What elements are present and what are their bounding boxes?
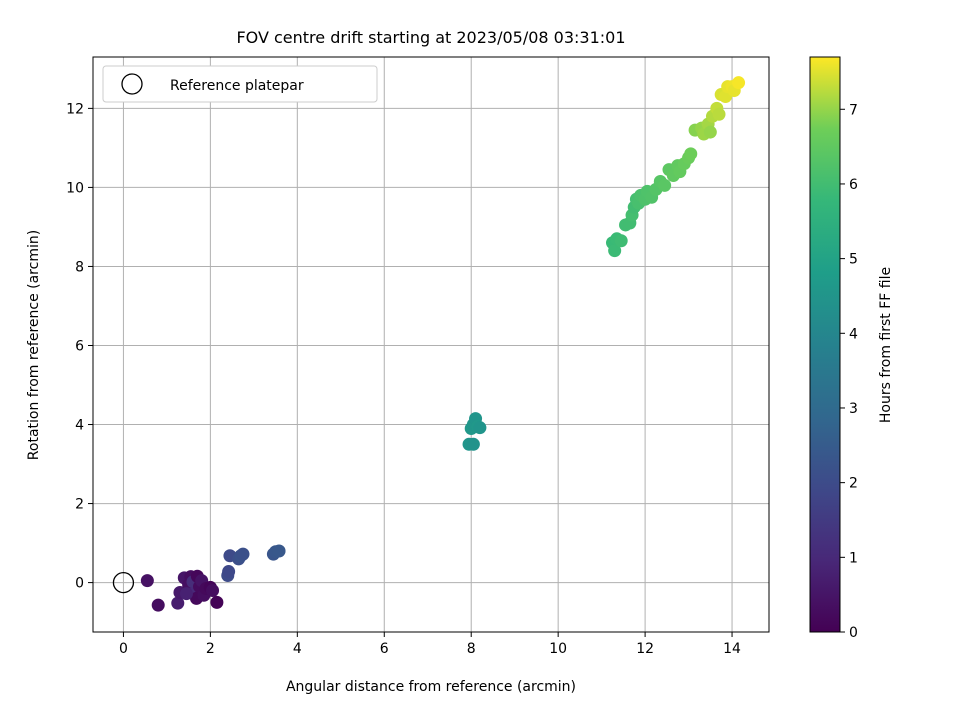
data-point	[466, 437, 480, 451]
x-tick-label: 12	[636, 641, 654, 657]
colorbar-tick-label: 5	[849, 252, 858, 268]
legend-marker-icon	[121, 73, 143, 95]
data-point	[140, 574, 154, 588]
data-point	[179, 587, 193, 601]
y-tick-label: 10	[66, 180, 84, 196]
data-point	[206, 584, 220, 598]
y-tick-label: 2	[75, 497, 84, 513]
data-point	[473, 421, 487, 435]
data-point	[222, 565, 236, 579]
data-point	[171, 596, 185, 610]
data-point	[151, 598, 165, 612]
y-tick-label: 4	[75, 418, 84, 434]
x-tick-label: 2	[206, 641, 215, 657]
y-tick-label: 8	[75, 259, 84, 275]
colorbar: 0 1 2 3 4 5 6 7 Hours from first FF file	[809, 56, 894, 641]
x-tick-label: 10	[549, 641, 567, 657]
x-tick-label: 0	[119, 641, 128, 657]
legend: Reference platepar	[102, 65, 378, 103]
data-point	[272, 544, 286, 558]
legend-label: Reference platepar	[170, 78, 304, 94]
data-point	[614, 234, 628, 248]
x-axis-ticks: 0 2 4 6 8 10 12 14	[119, 632, 741, 657]
data-point	[732, 76, 746, 90]
colorbar-tick-label: 0	[849, 625, 858, 641]
colorbar-gradient	[809, 56, 841, 633]
colorbar-tick-label: 3	[849, 401, 858, 417]
data-point	[712, 107, 726, 121]
colorbar-tick-label: 6	[849, 177, 858, 193]
y-tick-label: 6	[75, 338, 84, 354]
data-point	[210, 595, 224, 609]
grid-lines	[93, 57, 769, 632]
x-tick-label: 8	[467, 641, 476, 657]
colorbar-tick-label: 1	[849, 550, 858, 566]
reference-marker	[112, 571, 135, 594]
x-tick-label: 4	[293, 641, 302, 657]
colorbar-ticks: 0 1 2 3 4 5 6 7	[840, 102, 858, 641]
colorbar-tick-label: 2	[849, 476, 858, 492]
colorbar-tick-label: 4	[849, 326, 858, 342]
y-axis-ticks: 0 2 4 6 8 10 12	[66, 101, 93, 592]
legend-box	[102, 65, 378, 103]
y-tick-label: 0	[75, 576, 84, 592]
data-point	[608, 244, 622, 258]
data-point	[658, 178, 672, 192]
data-point	[236, 547, 250, 561]
data-point	[684, 147, 698, 161]
y-tick-label: 12	[66, 101, 84, 117]
data-point	[703, 125, 717, 139]
colorbar-label: Hours from first FF file	[878, 267, 894, 423]
reference-point	[112, 571, 135, 594]
x-axis-label: Angular distance from reference (arcmin)	[286, 679, 576, 695]
data-points	[140, 76, 746, 612]
colorbar-tick-label: 7	[849, 102, 858, 118]
x-tick-label: 14	[723, 641, 741, 657]
chart-title: FOV centre drift starting at 2023/05/08 …	[236, 28, 625, 47]
plot-frame	[92, 56, 770, 633]
x-tick-label: 6	[380, 641, 389, 657]
y-axis-label: Rotation from reference (arcmin)	[26, 230, 42, 460]
